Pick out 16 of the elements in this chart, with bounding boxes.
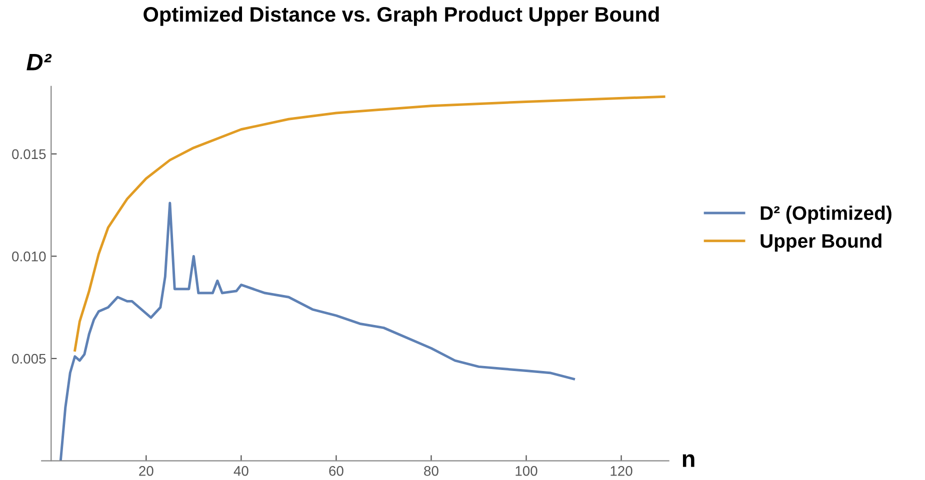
chart-title: Optimized Distance vs. Graph Product Upper Bound — [144, 6, 659, 26]
x-tick-label: 120 — [610, 466, 632, 476]
y-tick-label: 0.010 — [12, 252, 46, 262]
legend-label: D² (Optimized) — [760, 206, 892, 224]
x-tick-label: 100 — [516, 466, 538, 476]
line-series — [74, 95, 666, 352]
y-axis-title: D² — [26, 54, 52, 70]
x-tick-label: 20 — [139, 466, 154, 476]
x-tick-label: 40 — [234, 466, 248, 476]
x-axis-title: n — [682, 454, 694, 467]
y-tick-label: 0.005 — [12, 354, 46, 364]
x-tick-label: 80 — [424, 466, 438, 476]
legend-label: Upper Bound — [760, 234, 882, 252]
y-tick-label: 0.015 — [12, 149, 46, 160]
line-series — [59, 202, 575, 461]
x-tick-label: 60 — [329, 466, 344, 476]
